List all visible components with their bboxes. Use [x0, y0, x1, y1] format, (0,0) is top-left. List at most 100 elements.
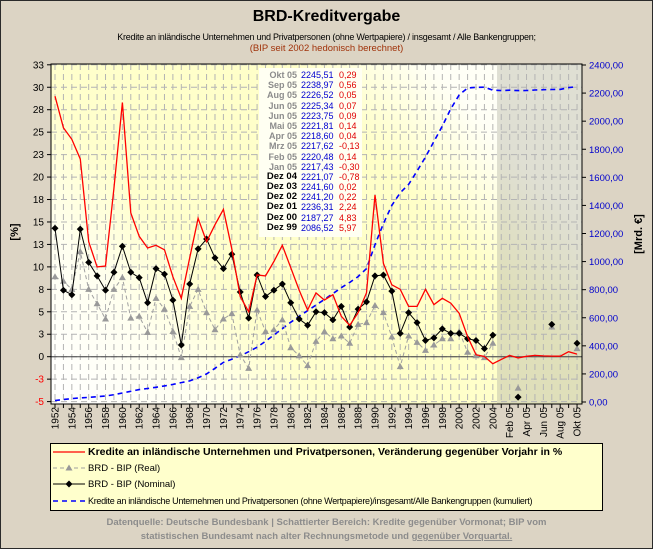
- row-change-value: 0,05: [339, 90, 357, 101]
- x-tick-label: 1990: [370, 407, 381, 430]
- row-cumulative-value: 2223,75: [301, 110, 334, 121]
- y-left-tick-label: 8: [38, 285, 44, 296]
- row-date: Jun 05: [268, 110, 297, 121]
- row-change-value: 0,09: [339, 110, 357, 121]
- row-change-value: -0,78: [339, 171, 360, 182]
- x-tick-label: Feb 05: [505, 407, 516, 439]
- marker-bip-nominal: [118, 242, 126, 250]
- marker-bip-real: [270, 326, 278, 333]
- marker-bip-real: [278, 316, 286, 323]
- marker-bip-nominal: [455, 329, 463, 337]
- row-date: Mrz 05: [268, 141, 297, 152]
- legend-label: Kredite an inländische Unternehmen und P…: [88, 446, 563, 458]
- x-tick-label: 2000: [455, 407, 466, 430]
- vorquartal-link[interactable]: gegenüber Vorquartal.: [411, 531, 513, 542]
- marker-bip-nominal: [160, 270, 168, 278]
- y-right-tick-label: 1400,00: [589, 201, 623, 212]
- row-cumulative-value: 2241,60: [301, 182, 334, 193]
- row-cumulative-value: 2245,51: [301, 70, 334, 80]
- row-date: Feb 05: [268, 151, 297, 162]
- marker-bip-real: [245, 364, 253, 371]
- x-tick-label: 1964: [152, 407, 163, 430]
- table-row: Dez 02 2241,20 0,22: [259, 192, 362, 203]
- marker-bip-nominal: [430, 334, 438, 342]
- marker-bip-nominal: [438, 325, 446, 333]
- legend-swatch-triangle-dashed-icon: [53, 464, 85, 471]
- marker-bip-real: [160, 305, 168, 312]
- row-cumulative-value: 2220,48: [301, 151, 334, 162]
- row-cumulative-value: 2221,81: [301, 120, 334, 131]
- chart-subtitle: Kredite an inländische Unternehmen und P…: [117, 32, 536, 42]
- marker-bip-real: [93, 300, 101, 307]
- row-cumulative-value: 2218,60: [301, 131, 334, 142]
- marker-bip-real: [371, 301, 379, 308]
- y-right-tick-label: 0,00: [589, 398, 608, 409]
- marker-bip-nominal: [110, 268, 118, 276]
- y-right-tick-label: 2200,00: [589, 89, 623, 100]
- marker-bip-nominal: [211, 254, 219, 262]
- x-tick-label: 1968: [185, 407, 196, 430]
- marker-bip-nominal: [489, 331, 497, 339]
- marker-bip-nominal: [421, 337, 429, 345]
- marker-bip-nominal: [194, 245, 202, 253]
- marker-bip-real: [59, 277, 67, 284]
- marker-bip-nominal: [329, 316, 337, 324]
- marker-bip-real: [304, 362, 312, 369]
- table-row: Aug 05 2226,52 0,05: [259, 90, 362, 100]
- chart-note: (BIP seit 2002 hedonisch berechnet): [249, 43, 404, 54]
- row-change-value: 2,24: [339, 202, 357, 213]
- marker-bip-nominal: [85, 258, 93, 266]
- footer-line-2-text: statistischen Bundesamt nach alter Rechn…: [140, 531, 412, 542]
- row-change-value: -0,30: [339, 161, 360, 172]
- x-tick-label: 1988: [354, 407, 365, 430]
- row-date: Okt 05: [269, 70, 297, 80]
- marker-bip-real: [514, 384, 522, 391]
- row-date: Apr 05: [268, 131, 297, 142]
- row-date: Mai 05: [269, 120, 297, 131]
- marker-bip-nominal: [472, 337, 480, 345]
- marker-bip-real: [489, 339, 497, 346]
- y-left-tick-label: 5: [38, 307, 44, 318]
- marker-bip-nominal: [51, 224, 59, 232]
- marker-bip-nominal: [514, 393, 522, 401]
- marker-bip-real: [388, 333, 396, 340]
- row-date: Jun 05: [268, 100, 297, 111]
- row-cumulative-value: 2217,62: [301, 141, 334, 152]
- x-tick-label: 1996: [421, 407, 432, 430]
- legend-swatch-blue-dashed-icon: [53, 500, 85, 502]
- marker-bip-real: [295, 352, 303, 359]
- marker-bip-real: [85, 285, 93, 292]
- row-cumulative-value: 2221,07: [301, 171, 334, 182]
- marker-bip-nominal: [379, 271, 387, 279]
- x-tick-label: 1954: [67, 407, 78, 430]
- y-left-tick-label: 20: [33, 173, 45, 184]
- footer-line-2: statistischen Bundesamt nach alter Rechn…: [0, 530, 653, 544]
- marker-bip-nominal: [135, 274, 143, 282]
- marker-bip-nominal: [396, 329, 404, 337]
- x-tick-label: 1958: [101, 407, 112, 430]
- row-date: Sep 05: [267, 80, 297, 91]
- table-row: Dez 00 2187,27 4,83: [259, 212, 362, 223]
- table-row: Dez 04 2221,07 -0,78: [259, 171, 362, 182]
- x-tick-label: Jun 05: [539, 407, 550, 437]
- row-change-value: 0,29: [339, 70, 357, 80]
- marker-bip-real: [110, 285, 118, 292]
- marker-bip-nominal: [219, 265, 227, 273]
- marker-bip-real: [51, 273, 59, 280]
- marker-bip-real: [118, 274, 126, 281]
- x-tick-label: 1994: [404, 407, 415, 430]
- row-cumulative-value: 2226,52: [301, 90, 334, 101]
- y-left-axis-title: [%]: [9, 223, 21, 240]
- marker-bip-nominal: [262, 293, 269, 301]
- marker-bip-real: [413, 338, 421, 345]
- table-row: Feb 05 2220,48 0,14: [259, 152, 362, 162]
- legend-label: BRD - BIP (Nominal): [88, 478, 176, 490]
- y-left-tick-label: -5: [35, 397, 44, 408]
- marker-bip-nominal: [177, 341, 185, 349]
- marker-bip-nominal: [186, 280, 194, 288]
- source-footer: Datenquelle: Deutsche Bundesbank | Schat…: [0, 516, 653, 544]
- row-cumulative-value: 2086,52: [301, 222, 334, 233]
- x-tick-label: 1984: [320, 407, 331, 430]
- marker-bip-real: [219, 315, 227, 322]
